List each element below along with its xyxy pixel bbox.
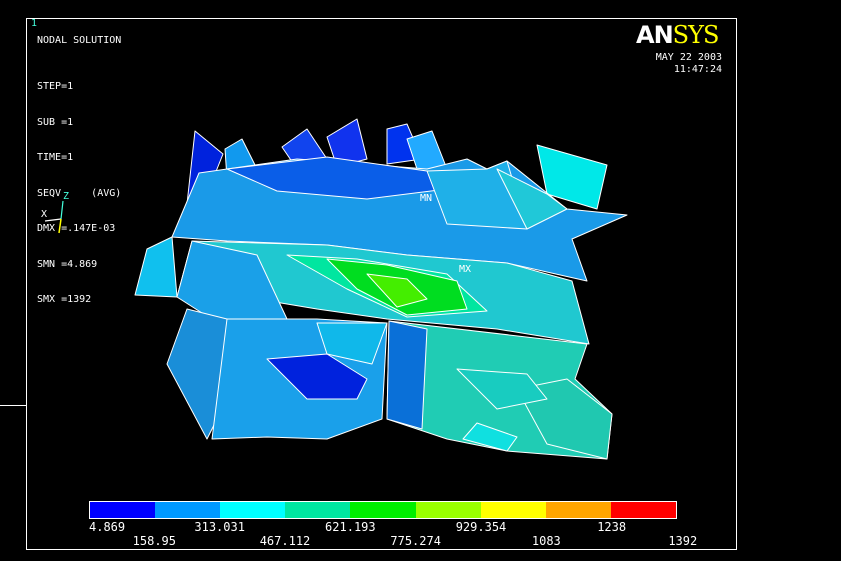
window-number: 1 [31, 18, 38, 29]
info-smx: SMX =1392 [37, 294, 92, 305]
info-smn: SMN =4.869 [37, 258, 98, 270]
legend-label-bottom-2: 775.274 [390, 534, 441, 548]
solution-info: STEP=1 SUB =1 TIME=1 SEQV (AVG) DMX =.14… [37, 57, 121, 330]
fe-model-contour[interactable]: MN MX [27, 19, 738, 551]
legend-label-bottom-4: 1392 [668, 534, 698, 548]
info-dmx: DMX =.147E-03 [37, 223, 116, 234]
mx-marker: MX [459, 264, 471, 275]
legend-color-5 [415, 502, 481, 518]
legend-color-3 [285, 502, 351, 518]
legend-label-top-0: 4.869 [89, 520, 126, 534]
legend-color-4 [350, 502, 416, 518]
triad-x-label: X [41, 209, 47, 220]
legend-label-top-3: 929.354 [455, 520, 507, 534]
legend-label-top-2: 621.193 [325, 520, 376, 534]
info-time: TIME=1 [37, 152, 74, 163]
legend-color-8 [610, 502, 676, 518]
left-edge-tick [0, 405, 26, 406]
legend-color-1 [155, 502, 221, 518]
legend-color-0 [90, 502, 156, 518]
axis-triad-icon: Z X [41, 191, 69, 234]
legend-label-bottom-0: 158.95 [132, 534, 177, 548]
legend-color-2 [220, 502, 286, 518]
triad-z-label: Z [63, 191, 69, 202]
legend-label-bottom-1: 467.112 [259, 534, 311, 548]
info-sub: SUB =1 [37, 116, 74, 128]
mn-marker: MN [420, 193, 432, 204]
legend-color-6 [480, 502, 546, 518]
legend-color-7 [545, 502, 611, 518]
info-step: STEP=1 [37, 81, 74, 92]
contour-legend-bar [89, 501, 677, 519]
legend-label-top-1: 313.031 [194, 520, 245, 534]
plot-date: MAY 22 2003 [655, 52, 722, 63]
graphics-viewport[interactable]: 1 NODAL SOLUTION STEP=1 SUB =1 TIME=1 SE… [26, 18, 737, 550]
legend-label-bottom-3: 1083 [531, 534, 561, 548]
ansys-logo: ANSYS [636, 21, 719, 49]
legend-label-top-4: 1238 [597, 520, 627, 534]
info-seqv: SEQV (AVG) [37, 187, 122, 199]
plot-time: 11:47:24 [673, 64, 722, 75]
plot-title: NODAL SOLUTION [37, 35, 122, 46]
